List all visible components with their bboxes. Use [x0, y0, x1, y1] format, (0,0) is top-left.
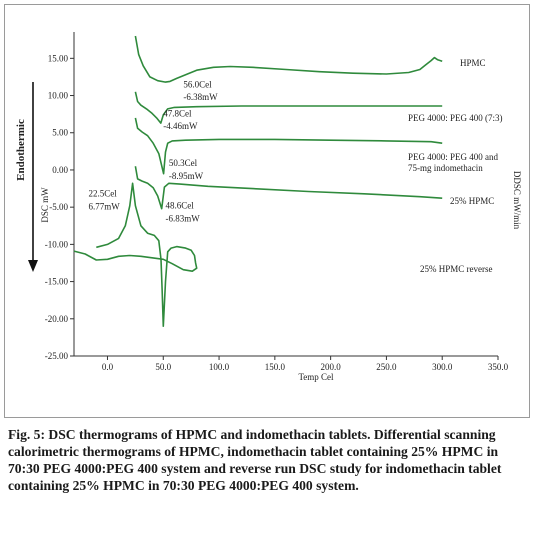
- endothermic-label: Endothermic: [15, 119, 27, 181]
- peak-annotation-9: 22.5Cel: [89, 189, 118, 199]
- caption-title: Fig. 5: DSC thermograms of HPMC and indo…: [8, 427, 371, 442]
- series-layer: [73, 35, 443, 327]
- y-tick-label: 5.00: [52, 128, 68, 138]
- y-tick-label: -20.00: [45, 314, 69, 324]
- figure-caption: Fig. 5: DSC thermograms of HPMC and indo…: [8, 426, 530, 494]
- y-tick-label: -10.00: [45, 239, 69, 249]
- y-tick-label: -15.00: [45, 277, 69, 287]
- series-label-25-hpmc: 25% HPMC: [450, 196, 494, 206]
- x-tick-label: 350.0: [488, 362, 509, 372]
- endothermic-arrow-head: [28, 260, 38, 272]
- figure-frame: [4, 4, 530, 418]
- series-label-25-hpmc-reverse: 25% HPMC reverse: [420, 264, 493, 274]
- peak-annotation-7: 48.6Cel: [165, 201, 194, 211]
- series-label-peg-indomethacin: PEG 4000: PEG 400 and 75-mg indomethacin: [408, 152, 499, 173]
- peak-annotation-5: 50.3Cel: [169, 158, 198, 168]
- peak-annotation-10: 6.77mW: [89, 201, 121, 211]
- peak-annotation-3: 47.8Cel: [163, 108, 192, 118]
- x-tick-label: 300.0: [432, 362, 453, 372]
- x-tick-label: 200.0: [321, 362, 342, 372]
- x-tick-label: 250.0: [376, 362, 397, 372]
- x-tick-label: 0.0: [102, 362, 114, 372]
- peak-annotation-1: 56.0Cel: [183, 79, 212, 89]
- series-line-4: [134, 166, 443, 210]
- peak-annotation-6: -8.95mW: [169, 171, 204, 181]
- y-tick-label: -25.00: [45, 351, 69, 361]
- x-tick-label: 50.0: [155, 362, 171, 372]
- y-tick-label: -5.00: [49, 202, 68, 212]
- y-tick-label: 15.00: [48, 53, 69, 63]
- dsc-chart: 15.00 10.00 5.00 0.00 -5.00 -10.00 -15.00 -20.0…: [15, 32, 522, 382]
- caption-body: Differential scanning calorimetric therm…: [8, 427, 502, 493]
- peak-annotation-8: -6.83mW: [165, 213, 200, 223]
- axes-layer: [28, 32, 499, 360]
- series-line-5: [73, 182, 198, 327]
- y-tick-label: 10.00: [48, 91, 69, 101]
- x-axis-label: Temp Cel: [298, 372, 334, 382]
- series-label-peg: PEG 4000: PEG 400 (7:3): [408, 113, 503, 123]
- y-axis-label: DSC mW: [40, 187, 50, 223]
- series-line-2: [134, 91, 443, 124]
- peak-annotation-4: -4.46mW: [163, 121, 198, 131]
- series-line-3: [134, 117, 443, 175]
- series-line-1: [134, 35, 443, 83]
- x-tick-label: 100.0: [209, 362, 230, 372]
- series-label-hpmc: HPMC: [460, 58, 486, 68]
- x-tick-label: 150.0: [265, 362, 286, 372]
- y-tick-label: 0.00: [52, 165, 68, 175]
- text-layer: 15.00 10.00 5.00 0.00 -5.00 -10.00 -15.00 -20.0…: [15, 53, 522, 382]
- peak-annotation-2: -6.38mW: [183, 92, 218, 102]
- y2-axis-label: DDSC mW/min: [512, 171, 522, 230]
